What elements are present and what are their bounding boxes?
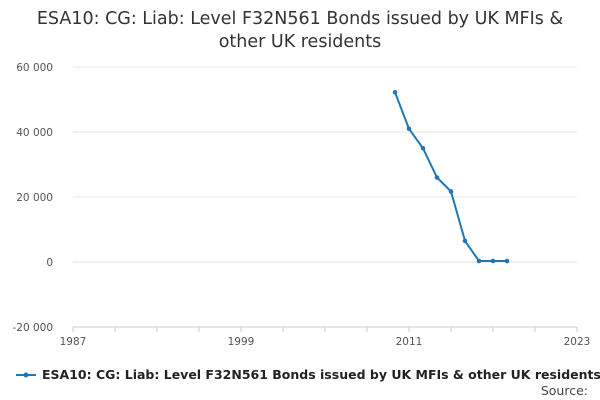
y-tick-label: -20 000	[12, 322, 53, 334]
x-axis	[72, 326, 578, 332]
data-point[interactable]	[448, 189, 454, 194]
data-point[interactable]	[392, 90, 398, 95]
data-point[interactable]	[504, 258, 510, 264]
x-tick-label: 1999	[228, 336, 255, 348]
legend-swatch-marker	[23, 372, 29, 378]
source-label: Source:	[541, 383, 588, 398]
series-line	[394, 91, 507, 262]
chart-title-line-1: ESA10: CG: Liab: Level F32N561 Bonds iss…	[37, 9, 564, 29]
legend[interactable]: ESA10: CG: Liab: Level F32N561 Bonds iss…	[16, 367, 600, 382]
legend-label: ESA10: CG: Liab: Level F32N561 Bonds iss…	[42, 367, 600, 382]
x-tick-label: 2011	[396, 336, 423, 348]
data-point[interactable]	[406, 126, 412, 132]
x-tick-label: 2023	[564, 336, 591, 348]
y-tick-label: 20 000	[16, 192, 53, 204]
y-tick-label: 0	[46, 257, 53, 269]
data-point[interactable]	[476, 258, 482, 264]
x-tick-label: 1987	[60, 336, 87, 348]
data-point[interactable]	[434, 175, 440, 180]
y-tick-label: 60 000	[16, 62, 53, 74]
chart-title-line-2: other UK residents	[219, 32, 382, 52]
data-series	[392, 90, 510, 264]
y-tick-label: 40 000	[16, 127, 53, 139]
data-point[interactable]	[462, 238, 468, 244]
y-axis-tick-labels: -20 000 0 20 000 40 000 60 000	[12, 62, 53, 334]
data-point[interactable]	[490, 258, 496, 264]
x-axis-tick-labels: 1987 1999 2011 2023	[60, 336, 591, 348]
data-point[interactable]	[420, 145, 426, 151]
y-gridlines	[73, 66, 577, 328]
